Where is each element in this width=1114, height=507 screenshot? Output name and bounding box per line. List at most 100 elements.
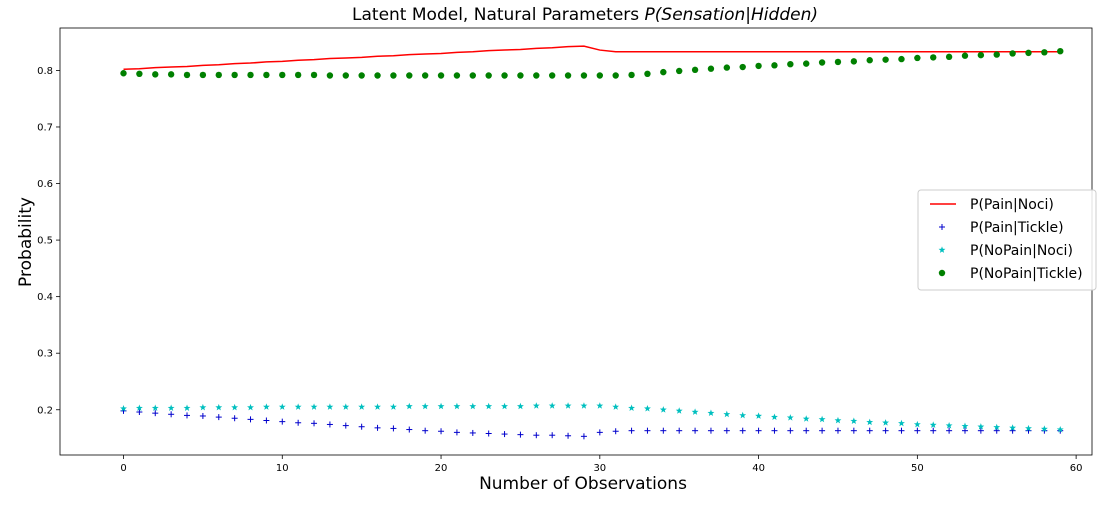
nopain-noci-point bbox=[532, 402, 540, 409]
nopain-noci-point bbox=[786, 414, 794, 421]
nopain-tickle-point bbox=[136, 70, 143, 78]
nopain-tickle-point bbox=[517, 72, 524, 79]
nopain-tickle-point bbox=[1025, 49, 1032, 57]
pain-tickle-point bbox=[850, 427, 857, 434]
y-tick-label: 0.7 bbox=[37, 122, 53, 133]
nopain-noci-point bbox=[453, 402, 461, 410]
nopain-tickle-point bbox=[580, 72, 588, 79]
nopain-tickle-point bbox=[263, 71, 270, 79]
x-tick-label: 0 bbox=[120, 463, 126, 474]
nopain-tickle-point bbox=[453, 72, 461, 79]
x-tick-label: 50 bbox=[911, 463, 924, 474]
nopain-tickle-point bbox=[612, 72, 619, 79]
nopain-noci-point bbox=[739, 411, 747, 419]
x-tick-label: 60 bbox=[1070, 463, 1083, 474]
pain-tickle-point bbox=[422, 427, 429, 434]
nopain-tickle-point bbox=[834, 58, 842, 66]
nopain-noci-point bbox=[294, 403, 302, 410]
nopain-noci-point bbox=[659, 406, 667, 413]
nopain-noci-point bbox=[564, 402, 572, 409]
nopain-noci-point bbox=[802, 415, 810, 422]
nopain-tickle-point bbox=[215, 71, 222, 79]
pain-tickle-point bbox=[707, 427, 714, 434]
series-plus bbox=[120, 407, 1064, 440]
nopain-tickle-point bbox=[310, 71, 318, 79]
pain-tickle-point bbox=[438, 428, 445, 435]
pain-tickle-point bbox=[612, 428, 619, 435]
nopain-noci-point bbox=[945, 421, 953, 429]
pain-tickle-point bbox=[453, 429, 460, 436]
nopain-noci-point bbox=[961, 422, 969, 430]
pain-tickle-point bbox=[406, 426, 413, 433]
nopain-tickle-point bbox=[644, 70, 651, 78]
nopain-tickle-point bbox=[993, 51, 1000, 58]
nopain-tickle-point bbox=[803, 60, 810, 67]
pain-tickle-point bbox=[834, 427, 841, 434]
nopain-noci-point bbox=[199, 403, 207, 411]
nopain-noci-point bbox=[977, 423, 985, 430]
legend-dot-swatch bbox=[938, 269, 946, 277]
nopain-tickle-point bbox=[564, 72, 572, 79]
pain-tickle-point bbox=[771, 427, 778, 434]
pain-tickle-point bbox=[866, 427, 873, 434]
nopain-tickle-point bbox=[755, 62, 762, 70]
nopain-tickle-point bbox=[660, 68, 667, 76]
pain-tickle-point bbox=[279, 418, 286, 425]
y-tick-label: 0.2 bbox=[37, 405, 53, 416]
nopain-noci-point bbox=[1056, 425, 1064, 433]
nopain-noci-point bbox=[135, 404, 143, 411]
nopain-noci-point bbox=[707, 409, 715, 417]
pain-noci-line bbox=[123, 45, 1061, 71]
legend-star-swatch bbox=[938, 246, 946, 253]
nopain-noci-point bbox=[644, 405, 651, 412]
pain-tickle-point bbox=[882, 427, 889, 434]
series-dot bbox=[120, 47, 1064, 79]
chart-title-prefix: Latent Model, Natural Parameters bbox=[352, 5, 645, 25]
pain-tickle-point bbox=[390, 425, 397, 432]
pain-tickle-point bbox=[295, 419, 302, 426]
nopain-noci-point bbox=[580, 402, 588, 409]
nopain-tickle-point bbox=[421, 72, 429, 79]
nopain-noci-point bbox=[421, 402, 429, 410]
pain-tickle-point bbox=[755, 427, 762, 434]
nopain-tickle-point bbox=[723, 64, 731, 71]
pain-tickle-point bbox=[199, 412, 206, 419]
legend-entry-label: P(NoPain|Tickle) bbox=[970, 266, 1083, 282]
nopain-tickle-point bbox=[739, 63, 746, 71]
nopain-tickle-point bbox=[326, 72, 334, 79]
nopain-noci-point bbox=[326, 403, 334, 410]
pain-tickle-point bbox=[358, 423, 365, 430]
chart-title: Latent Model, Natural Parameters P(Sensa… bbox=[352, 5, 818, 25]
pain-tickle-point bbox=[946, 427, 953, 434]
pain-tickle-point bbox=[565, 432, 572, 439]
nopain-noci-point bbox=[342, 403, 350, 410]
pain-tickle-point bbox=[533, 432, 540, 439]
nopain-noci-point bbox=[850, 417, 858, 424]
y-tick-label: 0.5 bbox=[37, 236, 53, 247]
pain-tickle-point bbox=[898, 427, 905, 434]
y-axis-label: Probability bbox=[16, 197, 36, 287]
nopain-tickle-point bbox=[818, 59, 826, 66]
x-axis-ticks: 0 10 20 30 40 50 60 bbox=[120, 455, 1082, 474]
pain-tickle-point bbox=[326, 421, 333, 428]
nopain-tickle-point bbox=[437, 72, 445, 79]
nopain-tickle-point bbox=[167, 71, 175, 78]
pain-tickle-point bbox=[549, 432, 556, 439]
nopain-noci-point bbox=[628, 404, 635, 411]
pain-tickle-point bbox=[787, 427, 794, 434]
nopain-tickle-point bbox=[787, 60, 794, 68]
x-axis-label: Number of Observations bbox=[479, 474, 687, 494]
nopain-noci-point bbox=[374, 403, 381, 410]
nopain-noci-point bbox=[1040, 425, 1048, 432]
nopain-noci-point bbox=[1009, 424, 1017, 431]
nopain-tickle-point bbox=[294, 71, 302, 79]
pain-tickle-point bbox=[914, 427, 921, 434]
nopain-tickle-point bbox=[676, 67, 683, 75]
nopain-noci-point bbox=[771, 413, 778, 421]
nopain-tickle-point bbox=[390, 72, 397, 79]
pain-tickle-point bbox=[739, 427, 746, 434]
pain-tickle-point bbox=[961, 427, 968, 434]
y-tick-label: 0.3 bbox=[37, 349, 53, 360]
nopain-noci-point bbox=[167, 404, 175, 411]
